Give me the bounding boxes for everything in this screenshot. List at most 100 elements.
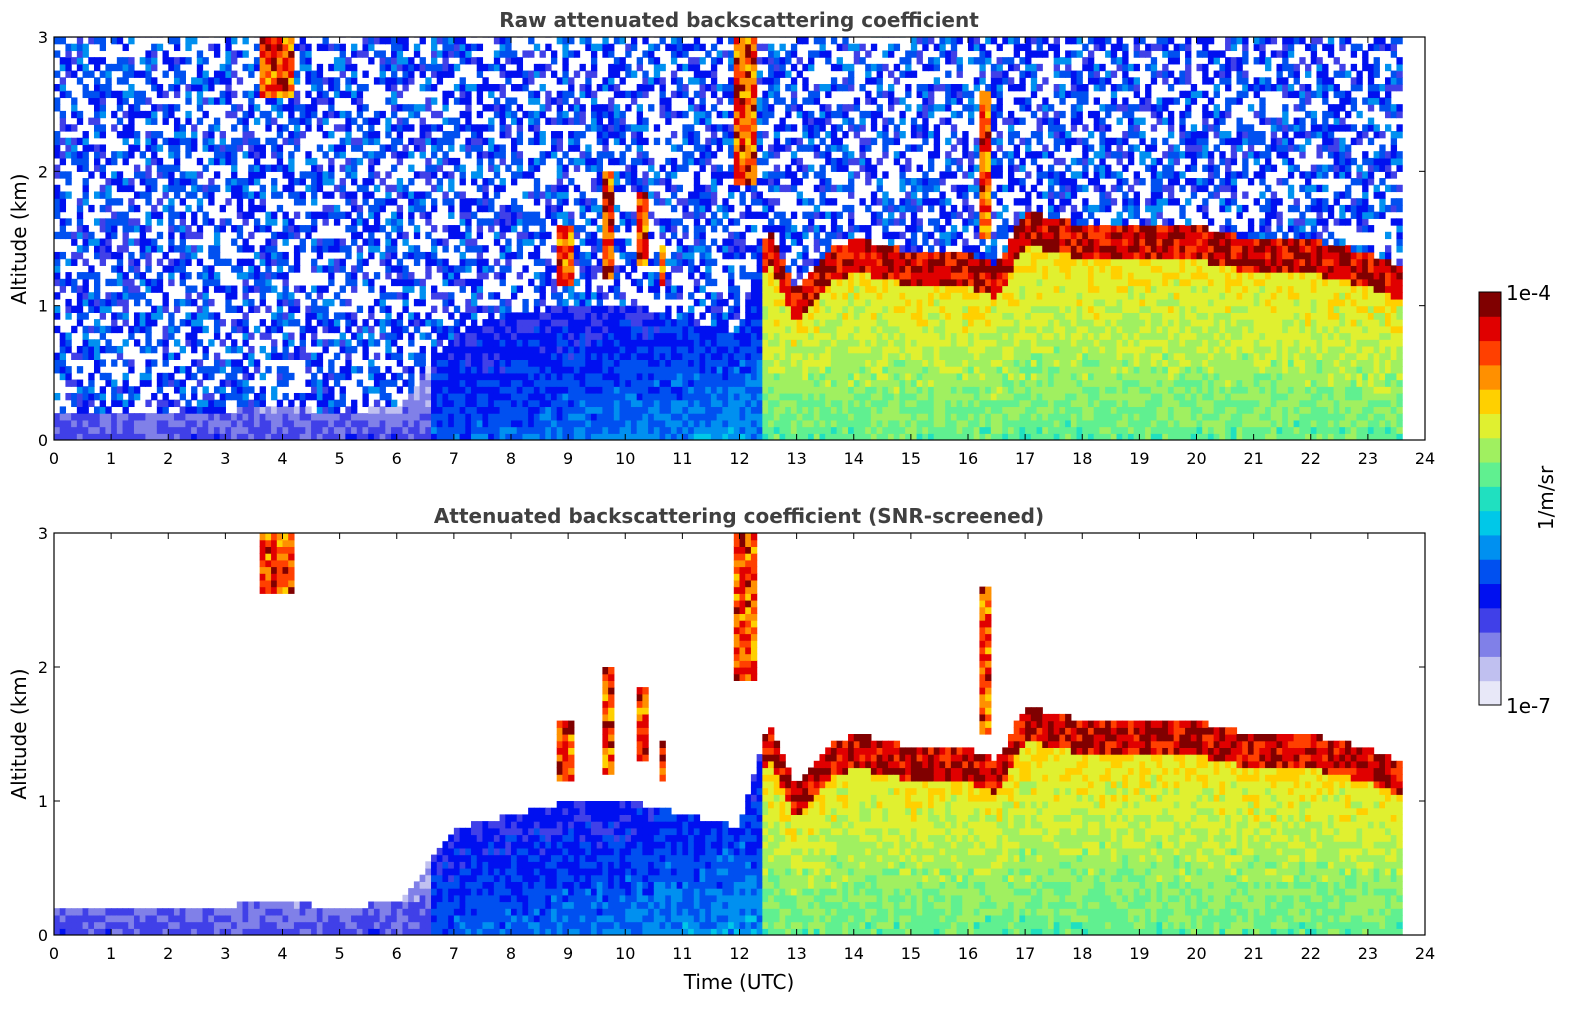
heatmap-cell: [625, 305, 632, 313]
heatmap-cell: [231, 386, 238, 394]
heatmap-cell: [585, 218, 592, 226]
heatmap-cell: [219, 386, 226, 394]
heatmap-cell: [476, 218, 484, 226]
heatmap-cell: [505, 110, 512, 119]
heatmap-cell: [739, 339, 746, 347]
heatmap-cell: [162, 204, 169, 213]
heatmap-cell: [151, 312, 158, 320]
heatmap-cell: [436, 392, 444, 401]
heatmap-cell: [185, 117, 192, 125]
heatmap-cell: [602, 37, 609, 45]
heatmap-cell: [733, 97, 741, 105]
heatmap-cell: [579, 90, 586, 99]
heatmap-cell: [122, 319, 129, 327]
heatmap-cell: [242, 218, 249, 226]
heatmap-cell: [453, 399, 461, 408]
heatmap-cell: [568, 325, 575, 334]
heatmap-cell: [276, 37, 284, 45]
heatmap-cell: [168, 184, 175, 193]
heatmap-cell: [436, 433, 444, 440]
heatmap-cell: [168, 198, 175, 206]
heatmap-cell: [173, 399, 181, 408]
heatmap-cell: [413, 50, 421, 58]
heatmap-cell: [613, 245, 621, 253]
heatmap-cell: [550, 399, 558, 408]
heatmap-cell: [265, 211, 272, 219]
heatmap-cell: [111, 178, 118, 186]
heatmap-cell: [402, 37, 409, 45]
heatmap-cell: [585, 386, 592, 394]
heatmap-cell: [768, 225, 775, 233]
heatmap-cell: [316, 144, 324, 152]
heatmap-cell: [505, 413, 512, 421]
heatmap-cell: [333, 339, 341, 347]
heatmap-cell: [185, 57, 192, 65]
heatmap-cell: [722, 332, 729, 340]
heatmap-cell: [768, 386, 775, 394]
heatmap-cell: [533, 319, 541, 327]
heatmap-cell: [676, 90, 683, 99]
heatmap-cell: [568, 104, 575, 112]
heatmap-cell: [750, 366, 758, 374]
heatmap-cell: [436, 386, 444, 394]
heatmap-cell: [573, 137, 581, 146]
heatmap-cell: [539, 151, 546, 159]
heatmap-cell: [299, 433, 306, 440]
heatmap-cell: [122, 157, 129, 166]
heatmap-cell: [716, 345, 723, 354]
heatmap-cell: [82, 63, 89, 72]
heatmap-cell: [511, 225, 518, 233]
heatmap-cell: [482, 265, 489, 273]
heatmap-cell: [339, 144, 346, 152]
heatmap-cell: [145, 50, 152, 58]
heatmap-cell: [225, 110, 232, 119]
heatmap-cell: [716, 204, 723, 213]
heatmap-cell: [596, 406, 603, 414]
heatmap-cell: [259, 198, 266, 206]
heatmap-cell: [716, 245, 723, 253]
heatmap-cell: [505, 37, 512, 45]
heatmap-cell: [408, 392, 415, 401]
heatmap-cell: [105, 426, 112, 434]
heatmap-cell: [619, 406, 626, 414]
heatmap-cell: [379, 225, 386, 233]
heatmap-cell: [379, 298, 386, 307]
heatmap-cell: [431, 57, 438, 65]
heatmap-cell: [151, 413, 158, 421]
heatmap-cell: [636, 124, 643, 132]
heatmap-cell: [282, 413, 289, 421]
heatmap-cell: [773, 272, 781, 280]
heatmap-cell: [453, 325, 461, 334]
heatmap-cell: [431, 406, 438, 414]
heatmap-cell: [322, 433, 329, 440]
heatmap-cell: [482, 305, 489, 313]
heatmap-cell: [442, 379, 449, 387]
heatmap-cell: [613, 157, 621, 166]
heatmap-cell: [590, 413, 598, 421]
heatmap-cell: [373, 413, 381, 421]
heatmap-cell: [59, 77, 67, 85]
heatmap-cell: [499, 90, 506, 99]
heatmap-cell: [756, 117, 763, 125]
heatmap-cell: [185, 144, 192, 152]
heatmap-cell: [133, 312, 141, 320]
heatmap-cell: [231, 238, 238, 246]
heatmap-cell: [619, 305, 626, 313]
heatmap-cell: [693, 171, 701, 179]
heatmap-cell: [373, 406, 381, 414]
heatmap-cell: [539, 50, 546, 58]
heatmap-cell: [282, 278, 289, 287]
heatmap-cell: [145, 70, 152, 78]
heatmap-cell: [356, 426, 364, 434]
heatmap-cell: [539, 137, 546, 146]
heatmap-cell: [116, 433, 124, 440]
heatmap-cell: [636, 157, 643, 166]
heatmap-cell: [259, 57, 266, 65]
heatmap-cell: [699, 345, 706, 354]
heatmap-cell: [133, 392, 141, 401]
heatmap-cell: [539, 339, 546, 347]
heatmap-cell: [299, 399, 306, 408]
heatmap-cell: [442, 245, 449, 253]
heatmap-cell: [728, 90, 735, 99]
heatmap-cell: [625, 332, 632, 340]
